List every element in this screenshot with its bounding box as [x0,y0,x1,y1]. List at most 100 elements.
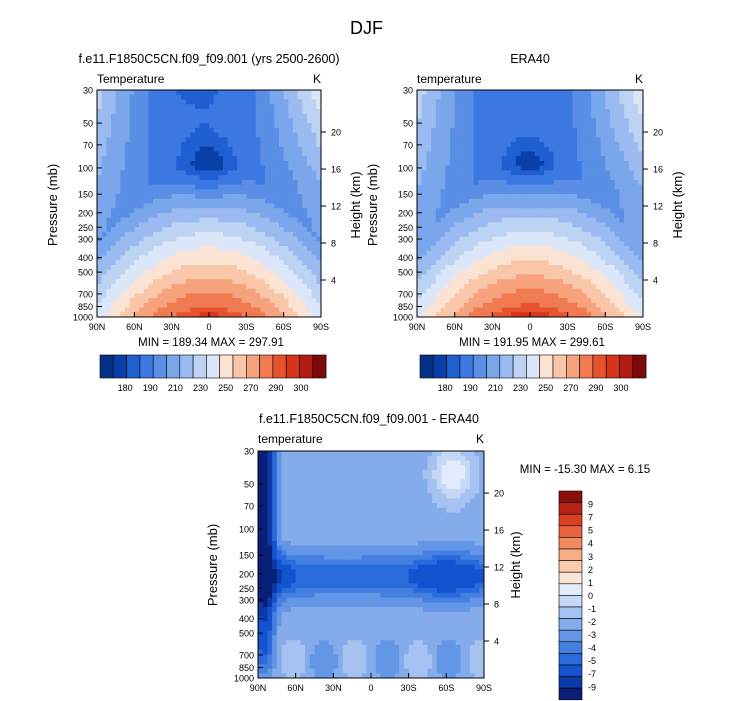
latitude-tick-label: 90N [409,322,426,332]
field-cell [120,274,126,280]
field-cell [473,307,479,313]
field-cell [595,222,602,228]
field-cell [316,274,321,280]
field-cell [431,279,437,285]
field-cell [553,260,559,266]
field-cell [619,302,625,309]
field-cell [106,269,112,276]
field-cell [195,269,201,276]
field-cell [97,156,103,162]
field-cell [624,260,630,266]
field-cell [223,307,229,313]
field-cell [572,132,578,138]
field-cell [638,175,643,181]
field-cell [497,312,503,317]
field-cell [129,312,135,317]
field-cell [534,194,541,200]
field-cell [548,212,555,219]
field-cell [255,137,261,143]
field-cell [302,227,308,233]
field-cell [316,189,321,195]
field-cell [288,194,294,200]
field-cell [482,255,489,261]
field-cell [209,108,215,115]
field-cell [633,160,639,167]
field-cell [614,127,621,134]
field-cell [610,288,616,294]
field-cell [449,156,456,162]
field-cell [435,269,442,276]
field-cell [190,151,196,157]
field-cell [274,274,280,280]
field-cell [431,184,437,190]
field-cell [246,179,252,186]
field-cell [143,231,149,238]
field-cell [258,673,264,678]
field-cell [558,175,564,181]
field-cell [115,194,121,200]
field-cell [501,279,508,285]
field-cell [111,255,117,261]
field-cell [190,165,196,171]
field-cell [167,312,173,317]
field-cell [501,108,508,115]
field-cell [288,236,294,242]
field-cell [520,208,526,214]
field-cell [530,208,536,214]
field-cell [539,241,545,247]
field-cell [274,99,280,105]
field-cell [241,264,247,271]
field-cell [511,170,517,176]
field-cell [614,142,621,148]
field-cell [534,90,541,96]
field-cell [185,255,191,261]
field-cell [288,203,294,209]
field-cell [525,108,531,115]
field-cell [181,179,187,186]
field-cell [267,460,273,466]
field-cell [269,212,275,219]
field-cell [515,127,522,134]
field-cell [293,222,299,228]
field-cell [213,222,219,228]
field-cell [274,151,280,157]
field-cell [251,165,257,171]
pressure-tick-label: 700 [398,289,413,299]
field-cell [125,170,131,176]
field-cell [421,123,428,129]
field-cell [605,231,611,238]
field-cell [213,227,219,233]
field-cell [473,179,479,186]
field-cell [520,302,526,309]
field-cell [185,203,191,209]
field-cell [283,283,289,290]
field-cell [497,298,503,304]
field-cell [421,142,428,148]
field-cell [577,142,583,148]
field-cell [449,99,456,105]
field-cell [553,236,559,242]
field-cell [628,99,635,105]
field-cell [265,208,271,214]
field-cell [515,307,522,313]
field-cell [449,90,456,96]
field-cell [628,179,635,186]
field-cell [223,250,229,257]
field-cell [223,288,229,294]
field-cell [143,222,149,228]
colorbar-swatch [246,354,260,379]
field-cell [426,160,432,167]
field-cell [567,175,573,181]
field-cell [454,108,460,115]
field-cell [106,179,112,186]
field-cell [218,123,224,129]
field-cell [530,260,536,266]
field-cell [600,236,606,242]
field-cell [567,283,573,290]
field-cell [162,274,168,280]
field-cell [176,302,182,309]
field-cell [162,151,168,157]
field-cell [262,512,269,518]
field-cell [129,108,135,115]
field-cell [431,293,437,299]
